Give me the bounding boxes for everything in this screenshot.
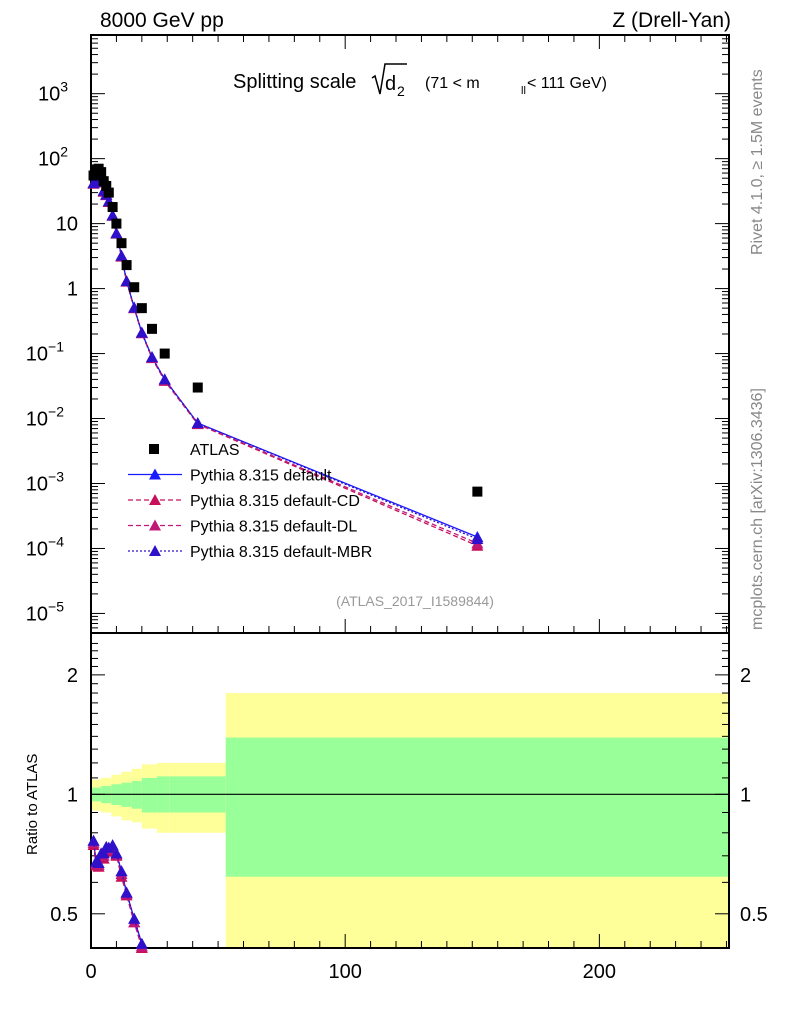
ratio-y-tick-label: 0.5 [740, 904, 768, 926]
data-point-atlas [159, 348, 170, 359]
data-point-atlas [111, 218, 122, 229]
uncertainty-bands [91, 693, 729, 948]
data-point-atlas [107, 202, 118, 213]
data-point-atlas [472, 486, 483, 497]
data-point-atlas [192, 382, 203, 393]
series-default [87, 173, 484, 543]
ratio-y-tick-label: 2 [67, 665, 78, 687]
data-point-mbr [158, 373, 171, 385]
ratio-point-mbr [115, 865, 128, 877]
data-point-atlas [88, 170, 99, 181]
title-range: (71 < m [425, 75, 480, 92]
title-range-post: < 111 GeV) [527, 75, 607, 92]
plot-title: Splitting scale [233, 71, 356, 93]
data-point-mbr [106, 209, 119, 221]
data-point-mbr [191, 417, 204, 429]
legend-label-default: Pythia 8.315 default [190, 468, 332, 485]
ratio-y-tick-label: 1 [740, 784, 751, 806]
y-tick-label: 1 [67, 279, 78, 301]
stat-uncertainty-band [141, 777, 158, 813]
title-range-sub: ll [521, 85, 526, 97]
header-left: 8000 GeV pp [100, 9, 224, 32]
data-point-atlas [121, 260, 132, 271]
data-point-atlas [129, 282, 140, 293]
main-frame [90, 34, 730, 634]
y-tick-label: 10−3 [26, 469, 64, 496]
x-tick-label: 200 [583, 961, 616, 983]
data-point-mbr [135, 326, 148, 338]
ratio-point-mbr [128, 912, 141, 924]
ratio-point-mbr [106, 839, 119, 851]
y-tick-label: 10 [56, 214, 78, 236]
data-point-mbr [471, 532, 484, 544]
x-tick-label: 100 [328, 961, 361, 983]
y-tick-label: 10−2 [26, 404, 64, 431]
ratio-point-mbr [110, 847, 123, 859]
ratio-y-tick-label: 0.5 [50, 904, 78, 926]
ratio-y-tick-label: 1 [67, 784, 78, 806]
legend-marker-default [149, 468, 161, 480]
y-tick-label: 10−4 [26, 533, 64, 560]
legend-label-data: ATLAS [190, 442, 240, 459]
y-tick-label: 10−1 [26, 339, 64, 366]
stat-uncertainty-band [225, 737, 729, 877]
data-point-atlas [116, 238, 127, 249]
y-tick-label: 103 [38, 79, 68, 106]
x-tick-label: 0 [85, 961, 96, 983]
ratio-series-mbr [87, 834, 148, 949]
legend-label-mbr: Pythia 8.315 default-MBR [190, 544, 372, 561]
rivet-label: Rivet 4.1.0, ≥ 1.5M events [749, 69, 766, 255]
ratio-point-mbr [92, 856, 105, 868]
data-point-atlas [96, 167, 107, 178]
series-mbr [87, 173, 484, 544]
data-point-atlas [136, 303, 147, 314]
series-data [88, 163, 483, 497]
ratio-point-mbr [87, 834, 100, 846]
mcplots-label: mcplots.cern.ch [arXiv:1306.3436] [749, 388, 766, 630]
data-point-mbr [110, 227, 123, 239]
header-right: Z (Drell-Yan) [612, 9, 731, 32]
data-point-mbr [146, 351, 159, 363]
legend: ATLAS Pythia 8.315 default Pythia 8.315 de… [128, 442, 372, 561]
data-point-atlas [103, 187, 114, 198]
legend-marker-mbr [149, 545, 161, 556]
y-tick-label: 102 [38, 144, 68, 171]
title-d: d [385, 73, 396, 95]
analysis-id: (ATLAS_2017_I1589844) [336, 593, 494, 609]
ratio-frame [90, 632, 730, 949]
legend-marker-cd [149, 494, 161, 505]
legend-label-cd: Pythia 8.315 default-CD [190, 493, 360, 510]
ratio-point-mbr [135, 937, 148, 949]
series-line-cd [93, 179, 478, 547]
legend-marker-dl [149, 519, 161, 531]
ratio-point-mbr [120, 886, 133, 898]
ratio-ylabel: Ratio to ATLAS [24, 754, 41, 855]
y-tick-label: 10−5 [26, 598, 64, 625]
sqrt-symbol [371, 63, 407, 95]
legend-marker-atlas [149, 444, 159, 454]
title-d-sub: 2 [397, 83, 405, 99]
data-point-atlas [101, 180, 112, 191]
ratio-plot: 0 100 200 2 2 1 1 0.5 0.5 [50, 632, 768, 983]
data-point-atlas [147, 323, 158, 334]
legend-label-dl: Pythia 8.315 default-DL [190, 519, 357, 536]
data-point-mbr [115, 249, 128, 261]
ratio-y-tick-label: 2 [740, 665, 751, 687]
